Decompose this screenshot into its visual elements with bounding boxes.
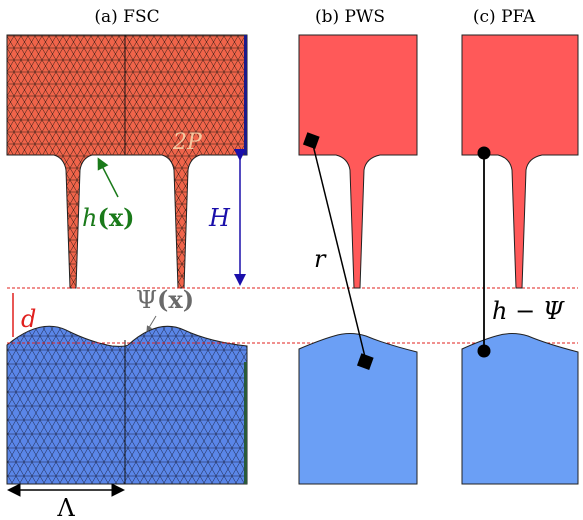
pfa-lower-body <box>461 333 579 485</box>
two-p-label: 2P <box>172 130 203 155</box>
pws-point-bottom <box>356 353 374 370</box>
pfa-label-backdrop <box>487 296 579 326</box>
panel-a-title: (a) FSC <box>94 7 159 27</box>
r-label: r <box>314 245 327 273</box>
d-label: d <box>21 305 36 333</box>
fsc-upper-body <box>6 34 248 289</box>
pfa-upper-body <box>461 34 579 289</box>
h-minus-psi-label: h − Ψ <box>492 297 565 325</box>
pws-lower-body <box>298 333 418 485</box>
psi-x-label: Ψ(x) <box>136 285 194 314</box>
fsc-lower-body <box>6 325 248 485</box>
panel-b-title: (b) PWS <box>315 7 385 27</box>
pws-point-top <box>302 132 320 149</box>
h-x-label: h(x) <box>82 203 135 232</box>
pfa-point-bottom <box>477 344 491 358</box>
h-x-arrow <box>97 157 119 198</box>
pfa-point-top <box>477 146 491 160</box>
lambda-label: Λ <box>56 494 75 520</box>
panel-c-title: (c) PFA <box>473 7 536 27</box>
H-label: H <box>208 204 231 232</box>
pws-upper-body <box>298 34 418 289</box>
pws-distance-line <box>311 140 367 362</box>
psi-x-arrow <box>146 315 157 332</box>
